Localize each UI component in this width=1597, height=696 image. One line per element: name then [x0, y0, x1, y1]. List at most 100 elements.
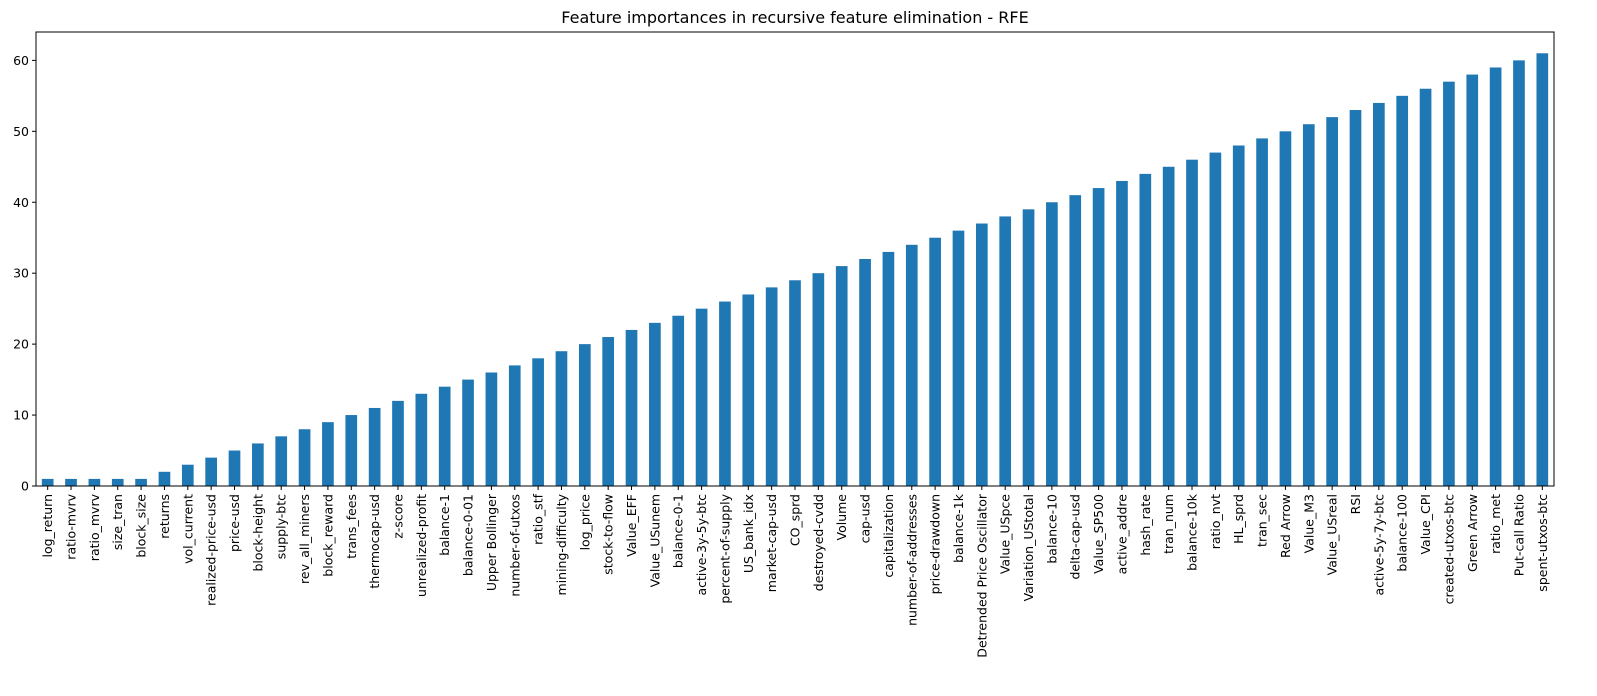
bar-Green Arrow [1466, 74, 1479, 486]
bar-Detrended Price Oscillator [975, 223, 988, 486]
x-tick-label: thermocap-usd [367, 494, 382, 589]
x-tick-label: tran_num [1161, 494, 1176, 554]
bars-group [41, 53, 1549, 487]
x-tick-label: tran_sec [1255, 494, 1270, 547]
bar-ratio_mvrv [88, 478, 101, 486]
bar-Variation_UStotal [1022, 209, 1035, 486]
bar-Volume [835, 266, 848, 486]
bar-balance-0-01 [462, 379, 474, 486]
bar-ratio_nvt [1209, 152, 1222, 486]
x-tick-label: price-usd [227, 494, 242, 552]
x-tick-label: US_bank_idx [741, 494, 756, 573]
x-tick-label: rev_all_miners [297, 494, 312, 584]
bar-Upper Bollinger [485, 372, 498, 486]
bar-Value_SP500 [1092, 188, 1105, 486]
x-tick-label: number-of-addresses [904, 494, 919, 626]
x-tick-label: balance-100 [1395, 494, 1410, 572]
y-tick-label: 20 [13, 337, 29, 352]
x-tick-label: vol_current [180, 494, 195, 564]
x-tick-label: active_addre [1114, 494, 1129, 575]
bar-ratio-mvrv [65, 478, 77, 486]
x-tick-label: stock-to-flow [601, 494, 616, 575]
x-tick-label: balance-0-01 [461, 494, 476, 576]
bar-Value_EFF [625, 329, 638, 486]
y-tick-label: 40 [13, 195, 29, 210]
x-tick-label: ratio-mvrv [64, 493, 79, 559]
x-tick-label: Value_SP500 [1091, 494, 1106, 574]
bar-tran_num [1162, 166, 1175, 486]
bar-US_bank_idx [742, 294, 755, 486]
bar-block-height [252, 443, 264, 486]
bar-unrealized-profit [415, 393, 428, 486]
x-tick-label: Variation_UStotal [1021, 494, 1036, 601]
bar-hash_rate [1139, 173, 1152, 487]
bar-ratio_met [1489, 67, 1502, 486]
x-tick-label: Volume [834, 494, 849, 541]
y-tick-label: 0 [21, 479, 29, 494]
bar-returns [158, 471, 171, 486]
x-tick-label: balance-0-1 [671, 494, 686, 568]
bar-active_addre [1116, 180, 1128, 486]
x-tick-label: ratio_nvt [1208, 494, 1223, 549]
x-tick-label: hash_rate [1138, 494, 1153, 556]
bar-Red Arrow [1279, 131, 1292, 486]
bar-log_return [41, 478, 54, 486]
x-tick-label: percent-of-supply [717, 493, 732, 603]
y-axis: 0 10 20 30 40 50 60 [13, 53, 36, 494]
x-tick-label: spent-utxos-btc [1535, 494, 1550, 592]
x-tick-label: supply-btc [274, 494, 289, 559]
x-tick-label: HL_sprd [1231, 494, 1246, 544]
bar-RSI [1349, 110, 1362, 486]
x-tick-label: CO_sprd [788, 494, 803, 546]
bar-block_size [135, 478, 147, 486]
bar-price-drawdown [929, 237, 941, 486]
bar-Put-call Ratio [1513, 60, 1525, 487]
x-tick-label: Put-call Ratio [1511, 494, 1526, 576]
bar-tran_sec [1256, 138, 1268, 486]
x-tick-label: ratio_met [1488, 494, 1503, 554]
bar-Value_CPI [1419, 88, 1432, 486]
y-tick-label: 10 [13, 408, 29, 423]
bar-log_price [578, 344, 591, 487]
bar-percent-of-supply [719, 301, 731, 486]
bar-price-usd [228, 450, 241, 486]
bar-balance-10 [1046, 202, 1058, 486]
y-tick-label: 30 [13, 266, 29, 281]
x-tick-label: block_reward [320, 494, 335, 577]
bar-number-of-utxos [508, 365, 521, 486]
x-tick-label: trans_fees [344, 494, 359, 559]
bar-destroyed-cvdd [812, 273, 825, 486]
x-tick-label: unrealized-profit [414, 494, 429, 597]
x-tick-label: destroyed-cvdd [811, 494, 826, 591]
y-tick-label: 50 [13, 124, 29, 139]
bar-size_tran [111, 478, 124, 486]
x-tick-label: balance-1 [437, 494, 452, 556]
x-tick-label: log_price [577, 494, 592, 551]
bar-number-of-addresses [905, 244, 918, 486]
x-tick-label: Detrended Price Oscillator [974, 493, 989, 658]
bar-CO_sprd [789, 280, 801, 486]
bar-balance-100 [1396, 95, 1409, 486]
x-tick-label: block_size [134, 494, 149, 558]
y-tick-label: 60 [13, 53, 29, 68]
chart-title: Feature importances in recursive feature… [561, 8, 1028, 27]
plot-frame [35, 31, 1555, 487]
bar-delta-cap-usd [1069, 195, 1082, 486]
x-tick-label: balance-10 [1044, 494, 1059, 564]
bar-HL_sprd [1232, 145, 1245, 486]
bar-balance-1 [438, 386, 451, 486]
x-tick-label: z-score [390, 494, 405, 539]
bar-created-utxos-btc [1443, 81, 1455, 486]
x-axis: log_return ratio-mvrv ratio_mvrv size_tran b… [40, 486, 1550, 658]
bar-mining-difficulty [555, 351, 568, 486]
x-tick-label: Green Arrow [1465, 494, 1480, 572]
bar-z-score [392, 400, 404, 487]
x-tick-label: log_return [40, 494, 55, 558]
x-tick-label: Red Arrow [1278, 494, 1293, 558]
bar-Value_M3 [1302, 124, 1315, 486]
x-tick-label: balance-10k [1185, 493, 1200, 571]
bar-vol_current [181, 464, 194, 486]
bar-cap-usd [859, 259, 871, 486]
x-tick-label: cap-usd [858, 494, 873, 543]
bar-rev_all_miners [298, 429, 311, 486]
